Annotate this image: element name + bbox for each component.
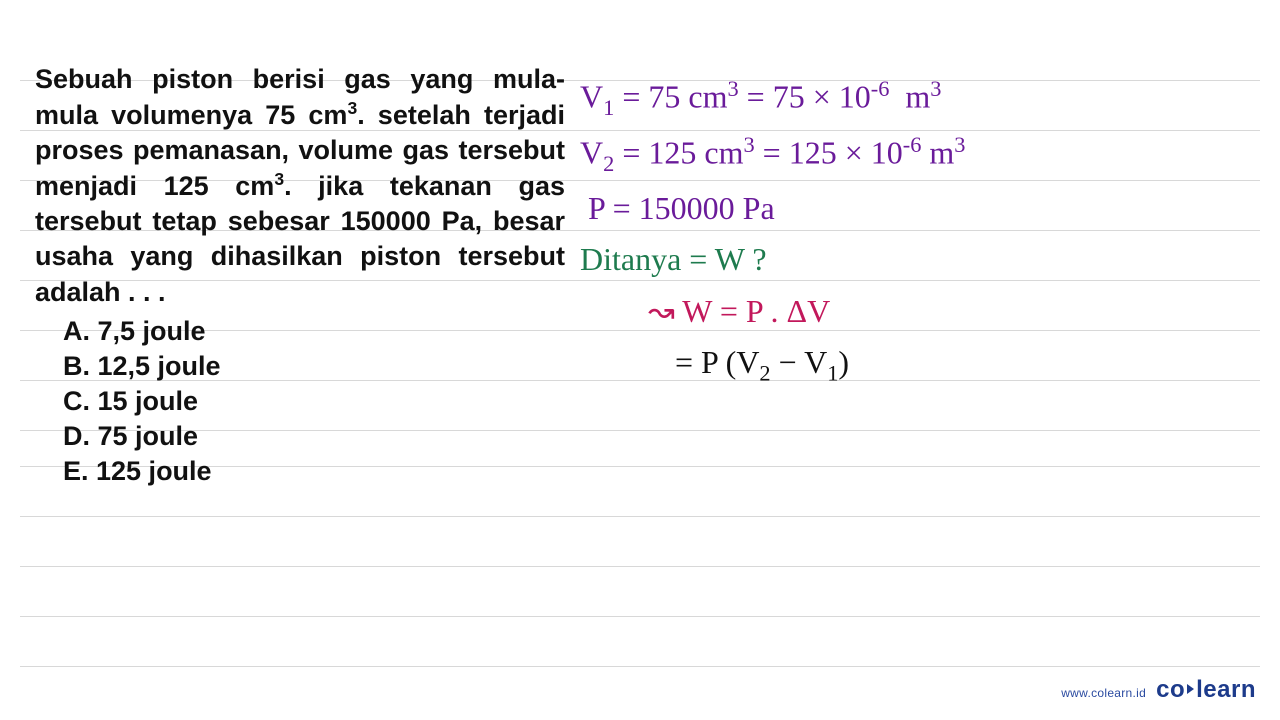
answer-option: E. 125 joule	[63, 454, 565, 489]
solution-line: V1 = 75 cm3 = 75 × 10-6 m3	[580, 72, 1240, 126]
footer-url: www.colearn.id	[1061, 686, 1146, 700]
solution-line: P = 150000 Pa	[580, 184, 1240, 234]
brand-logo: colearn	[1156, 676, 1256, 704]
handwritten-solution: V1 = 75 cm3 = 75 × 10-6 m3V2 = 125 cm3 =…	[580, 72, 1240, 393]
brand-prefix: co	[1156, 676, 1185, 703]
question-body: Sebuah piston berisi gas yang mula-mula …	[35, 62, 565, 310]
solution-line: = P (V2 − V1)	[580, 338, 1240, 391]
answer-option: D. 75 joule	[63, 419, 565, 454]
footer-branding: www.colearn.id colearn	[1061, 676, 1256, 704]
solution-line: ↝ W = P . ΔV	[580, 287, 1240, 337]
answer-option: B. 12,5 joule	[63, 349, 565, 384]
answer-option: A. 7,5 joule	[63, 314, 565, 349]
brand-suffix: learn	[1196, 676, 1256, 703]
play-icon	[1187, 684, 1194, 694]
answer-options: A. 7,5 jouleB. 12,5 jouleC. 15 jouleD. 7…	[35, 314, 565, 489]
answer-option: C. 15 joule	[63, 384, 565, 419]
question-block: Sebuah piston berisi gas yang mula-mula …	[35, 62, 565, 489]
solution-line: V2 = 125 cm3 = 125 × 10-6 m3	[580, 128, 1240, 182]
solution-line: Ditanya = W ?	[580, 235, 1240, 285]
